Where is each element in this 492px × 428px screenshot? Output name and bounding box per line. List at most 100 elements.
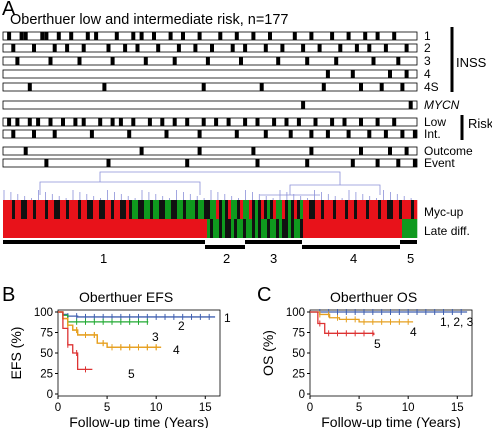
heatmap-cell bbox=[27, 200, 31, 219]
heatmap-cell bbox=[297, 219, 301, 238]
heatmap-cell bbox=[318, 219, 322, 238]
series-label: 1, 2, 3 bbox=[440, 315, 474, 329]
heatmap-cell bbox=[267, 219, 271, 238]
track-mark bbox=[110, 57, 115, 65]
track-mark bbox=[65, 44, 70, 52]
heatmap-cell bbox=[120, 200, 124, 219]
track-2: 2 bbox=[2, 41, 431, 55]
heatmap-cell bbox=[243, 200, 247, 219]
heatmap-cell bbox=[84, 200, 88, 219]
track-mark bbox=[296, 118, 301, 126]
track-mark bbox=[139, 32, 144, 40]
heatmap-cell bbox=[360, 219, 364, 238]
heatmap-cell bbox=[312, 200, 316, 219]
panel-a-letter: A bbox=[2, 0, 16, 20]
heatmap-cell bbox=[381, 219, 385, 238]
series-label: 3 bbox=[152, 330, 159, 344]
track-label: Outcome bbox=[424, 144, 473, 158]
heatmap-cell bbox=[204, 200, 208, 219]
heatmap-cell bbox=[48, 219, 52, 238]
track-mark bbox=[218, 32, 223, 40]
track-mark bbox=[288, 130, 293, 138]
track-mark bbox=[56, 32, 61, 40]
track-mark bbox=[40, 32, 45, 40]
track-mark bbox=[197, 130, 202, 138]
heatmap-cell bbox=[333, 200, 337, 219]
heatmap-cell bbox=[18, 219, 22, 238]
track-mark bbox=[342, 118, 347, 126]
track-mark bbox=[251, 32, 256, 40]
track-mark bbox=[313, 118, 318, 126]
track-mark bbox=[404, 70, 409, 78]
heatmap-cell bbox=[186, 200, 190, 219]
heatmap-cell bbox=[138, 219, 142, 238]
heatmap-cell bbox=[246, 200, 250, 219]
heatmap-row-label: Myc-up bbox=[424, 205, 464, 219]
heatmap-cell bbox=[21, 219, 25, 238]
track-mark bbox=[375, 32, 380, 40]
heatmap-cell bbox=[129, 200, 133, 219]
heatmap-cell bbox=[90, 200, 94, 219]
track-mark bbox=[317, 44, 322, 52]
x-tick-label: 15 bbox=[451, 402, 464, 414]
heatmap-cell bbox=[306, 200, 310, 219]
heatmap-cell bbox=[201, 200, 205, 219]
heatmap-cell bbox=[303, 219, 307, 238]
heatmap-cell bbox=[12, 219, 16, 238]
heatmap-cell bbox=[84, 219, 88, 238]
track-mark bbox=[388, 147, 392, 155]
cluster-label: 5 bbox=[407, 251, 414, 266]
heatmap-cell bbox=[240, 219, 244, 238]
heatmap-cell bbox=[363, 200, 367, 219]
track-mark bbox=[359, 118, 363, 126]
heatmap-cell bbox=[165, 200, 169, 219]
track-mark bbox=[359, 147, 363, 155]
track-mark bbox=[201, 83, 206, 91]
heatmap-cell bbox=[120, 219, 124, 238]
heatmap-cell bbox=[294, 200, 298, 219]
heatmap-cell bbox=[162, 200, 166, 219]
track-mark bbox=[32, 130, 36, 138]
heatmap-cell bbox=[198, 200, 202, 219]
heatmap-cell bbox=[159, 200, 163, 219]
track-mark bbox=[214, 118, 219, 126]
heatmap-cell bbox=[174, 200, 178, 219]
track-mark bbox=[156, 44, 161, 52]
track-mark bbox=[263, 130, 268, 138]
heatmap-cell bbox=[162, 219, 166, 238]
track-mark bbox=[392, 118, 397, 126]
track-mark bbox=[350, 70, 355, 78]
heatmap-cell bbox=[390, 200, 394, 219]
track-mark bbox=[44, 159, 49, 167]
track-mark bbox=[131, 118, 136, 126]
heatmap-cell bbox=[303, 200, 307, 219]
y-axis-label: OS (%) bbox=[260, 330, 276, 376]
heatmap-cell bbox=[6, 200, 10, 219]
heatmap-cell bbox=[105, 219, 109, 238]
heatmap-cell bbox=[381, 200, 385, 219]
heatmap-cell bbox=[150, 219, 154, 238]
y-axis-label: EFS (%) bbox=[8, 327, 24, 380]
series-label: 4 bbox=[410, 325, 417, 339]
track-mark bbox=[19, 32, 24, 40]
track-mark bbox=[197, 147, 202, 155]
cluster-label: 1 bbox=[100, 251, 107, 266]
series-line bbox=[58, 311, 162, 348]
track-mark bbox=[32, 44, 36, 52]
heatmap-cell bbox=[294, 219, 298, 238]
heatmap-cell bbox=[339, 200, 343, 219]
track-mark bbox=[11, 130, 16, 138]
heatmap-cell bbox=[405, 200, 409, 219]
track-mark bbox=[61, 118, 65, 126]
track-mark bbox=[197, 32, 202, 40]
track-mark bbox=[27, 118, 32, 126]
x-tick-label: 10 bbox=[150, 402, 163, 414]
track-mark bbox=[230, 44, 235, 52]
heatmap-cell bbox=[219, 219, 223, 238]
heatmap-cell bbox=[402, 200, 406, 219]
heatmap-cell bbox=[375, 200, 379, 219]
heatmap-cell bbox=[231, 200, 235, 219]
track-mark bbox=[15, 118, 20, 126]
track-mark bbox=[234, 130, 239, 138]
